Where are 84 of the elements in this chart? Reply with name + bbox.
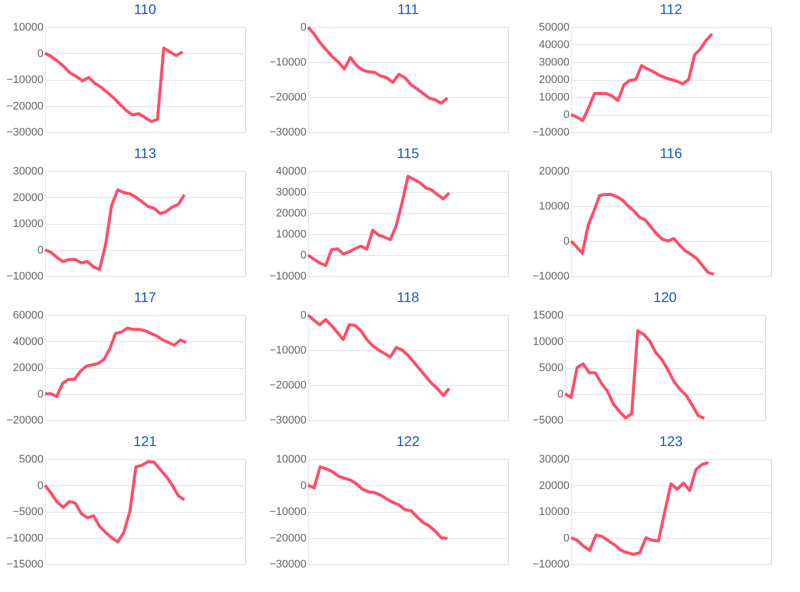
y-tick-label: 0: [300, 250, 306, 262]
y-tick-label: −10000: [6, 74, 44, 86]
y-tick-label: 0: [300, 480, 306, 492]
y-tick-label: 20000: [276, 208, 306, 220]
y-tick-label: 0: [300, 22, 306, 34]
y-tick-label: −10000: [269, 56, 306, 68]
line-series: [570, 461, 710, 556]
y-tick-label: −10000: [6, 270, 44, 282]
line-series: [44, 326, 188, 398]
y-tick-label: 20000: [12, 362, 44, 374]
chart-title: 117: [134, 289, 156, 305]
y-tick-label: 0: [37, 388, 44, 400]
y-tick-label: 20000: [538, 480, 570, 492]
y-tick-label: 10000: [276, 228, 306, 240]
y-tick-label: −5000: [12, 506, 44, 518]
y-tick-label: 10000: [532, 336, 564, 348]
chart-title: 122: [396, 433, 420, 449]
y-tick-label: 50000: [538, 22, 570, 34]
y-tick-label: 30000: [276, 186, 306, 198]
y-tick-label: −10000: [6, 532, 44, 544]
y-tick-label: −10000: [269, 344, 306, 356]
y-tick-label: 10000: [12, 22, 44, 34]
y-tick-label: −10000: [269, 270, 306, 282]
y-tick-label: 40000: [276, 166, 306, 178]
y-tick-label: −10000: [532, 126, 570, 138]
y-tick-label: −20000: [269, 380, 306, 392]
y-tick-label: 15000: [532, 310, 564, 322]
y-tick-label: 30000: [538, 56, 570, 68]
y-tick-label: 60000: [12, 310, 44, 322]
chart-title: 113: [134, 145, 156, 161]
y-tick-label: −10000: [532, 558, 570, 570]
line-series: [306, 174, 451, 267]
chart-title: 110: [134, 1, 156, 17]
chart-title: 116: [660, 145, 682, 161]
y-tick-label: 20000: [12, 192, 44, 204]
chart-title: 118: [396, 289, 420, 305]
chart-title: 111: [397, 1, 419, 17]
y-tick-label: 10000: [538, 200, 570, 212]
line-series: [570, 192, 716, 276]
y-tick-label: −30000: [269, 558, 306, 570]
y-tick-label: 10000: [538, 92, 570, 104]
y-tick-label: 5000: [19, 454, 44, 466]
y-tick-label: 0: [563, 236, 570, 248]
chart-title: 115: [396, 145, 420, 161]
line-series: [44, 188, 186, 271]
y-tick-label: 0: [300, 310, 306, 322]
y-tick-label: −30000: [6, 126, 44, 138]
chart-title: 112: [660, 1, 682, 17]
line-series: [564, 329, 706, 420]
y-tick-label: −5000: [532, 414, 564, 426]
chart-title: 121: [133, 433, 157, 449]
y-tick-label: 30000: [538, 454, 570, 466]
y-tick-label: −15000: [6, 558, 44, 570]
y-tick-label: 20000: [538, 166, 570, 178]
y-tick-label: 0: [563, 109, 570, 121]
y-tick-label: 0: [563, 532, 570, 544]
chart-title: 120: [653, 289, 677, 305]
y-tick-label: 0: [37, 48, 44, 60]
line-series: [44, 460, 186, 544]
y-tick-label: 0: [37, 480, 44, 492]
y-tick-label: 40000: [12, 336, 44, 348]
line-series: [570, 32, 714, 122]
y-tick-label: −20000: [269, 92, 306, 104]
y-tick-label: 5000: [539, 362, 564, 374]
line-series: [306, 465, 449, 540]
y-tick-label: −20000: [269, 532, 306, 544]
y-tick-label: −20000: [6, 100, 44, 112]
line-series: [44, 46, 184, 123]
y-tick-label: −30000: [269, 126, 306, 138]
y-tick-label: −10000: [532, 270, 570, 282]
y-tick-label: 30000: [12, 166, 44, 178]
chart-title: 123: [659, 433, 683, 449]
y-tick-label: 20000: [538, 74, 570, 86]
line-series: [306, 314, 451, 397]
line-series: [306, 26, 449, 105]
y-tick-label: 0: [557, 388, 564, 400]
y-tick-label: 10000: [12, 218, 44, 230]
y-tick-label: 0: [37, 244, 44, 256]
y-tick-label: 10000: [538, 506, 570, 518]
y-tick-label: −10000: [269, 506, 306, 518]
y-tick-label: −20000: [6, 414, 44, 426]
y-tick-label: 10000: [276, 454, 306, 466]
y-tick-label: 40000: [538, 39, 570, 51]
y-tick-label: −30000: [269, 414, 306, 426]
